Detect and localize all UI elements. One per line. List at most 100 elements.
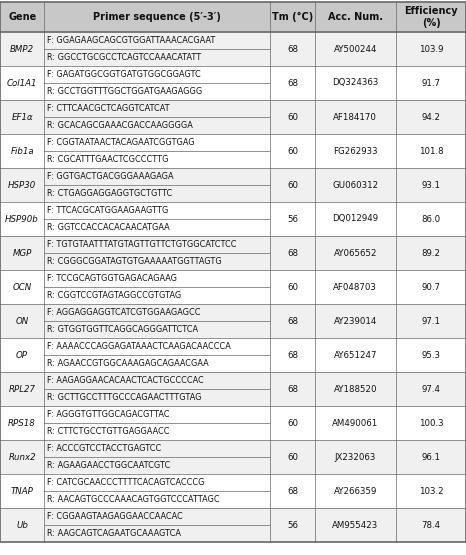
Text: Runx2: Runx2 [8, 452, 36, 462]
Text: 93.1: 93.1 [422, 180, 440, 189]
Text: Col1A1: Col1A1 [7, 78, 37, 88]
Text: 68: 68 [287, 351, 298, 360]
Text: F: TTCACGCATGGAAGAAGTTG: F: TTCACGCATGGAAGAAGTTG [47, 206, 169, 215]
Text: 60: 60 [287, 452, 298, 462]
Text: 91.7: 91.7 [422, 78, 440, 88]
Text: 78.4: 78.4 [421, 521, 441, 529]
Text: RPL27: RPL27 [9, 385, 35, 393]
Text: 86.0: 86.0 [421, 214, 441, 224]
Text: R: CGGTCCGTAGTAGGCCGTGTAG: R: CGGTCCGTAGTAGGCCGTGTAG [47, 291, 182, 300]
Text: 103.9: 103.9 [419, 44, 443, 53]
Text: 89.2: 89.2 [422, 249, 440, 258]
Text: R: GCCTGGTTTGGCTGGATGAAGAGGG: R: GCCTGGTTTGGCTGGATGAAGAGGG [47, 87, 203, 96]
Bar [0, 134, 466, 168]
Bar [0, 236, 466, 270]
Bar [0, 372, 466, 406]
Text: 68: 68 [287, 316, 298, 325]
Text: Efficiency
(%): Efficiency (%) [404, 6, 458, 28]
Text: 68: 68 [287, 487, 298, 496]
Text: 90.7: 90.7 [422, 282, 440, 291]
Text: AY651247: AY651247 [334, 351, 377, 360]
Bar [0, 508, 466, 542]
Text: Ub: Ub [16, 521, 28, 529]
Bar [0, 32, 466, 66]
Text: AY500244: AY500244 [334, 44, 377, 53]
Text: 100.3: 100.3 [419, 418, 443, 427]
Text: HSP30: HSP30 [8, 180, 36, 189]
Text: R: GCTTGCCTTTGCCCAGAACTTTGTAG: R: GCTTGCCTTTGCCCAGAACTTTGTAG [47, 393, 202, 402]
Text: AF048703: AF048703 [333, 282, 377, 291]
Text: BMP2: BMP2 [10, 44, 34, 53]
Text: 97.4: 97.4 [422, 385, 440, 393]
Bar [0, 100, 466, 134]
Text: 68: 68 [287, 385, 298, 393]
Text: 68: 68 [287, 44, 298, 53]
Text: R: CTGAGGAGGAGGTGCTGTTC: R: CTGAGGAGGAGGTGCTGTTC [47, 189, 172, 198]
Text: AY188520: AY188520 [334, 385, 377, 393]
Text: 60: 60 [287, 180, 298, 189]
Text: Fib1a: Fib1a [10, 147, 34, 155]
Text: 95.3: 95.3 [422, 351, 440, 360]
Text: 56: 56 [287, 521, 298, 529]
Text: F: TCCGCAGTGGTGAGACAGAAG: F: TCCGCAGTGGTGAGACAGAAG [47, 274, 177, 283]
Text: F: CTTCAACGCTCAGGTCATCAT: F: CTTCAACGCTCAGGTCATCAT [47, 104, 170, 113]
Text: F: CGGTAATAACTACAGAATCGGTGAG: F: CGGTAATAACTACAGAATCGGTGAG [47, 138, 195, 147]
Text: 96.1: 96.1 [422, 452, 440, 462]
Text: R: AGAACCGTGGCAAAGAGCAGAACGAA: R: AGAACCGTGGCAAAGAGCAGAACGAA [47, 359, 209, 368]
Text: R: GGCCTGCGCCTCAGTCCAAACATATT: R: GGCCTGCGCCTCAGTCCAAACATATT [47, 53, 201, 62]
Text: 68: 68 [287, 249, 298, 258]
Bar [0, 338, 466, 372]
Text: Gene: Gene [8, 12, 36, 22]
Bar [0, 440, 466, 474]
Text: F: AAGAGGAACACAACTCACTGCCCCAC: F: AAGAGGAACACAACTCACTGCCCCAC [47, 376, 204, 385]
Text: Acc. Num.: Acc. Num. [328, 12, 383, 22]
Text: OCN: OCN [13, 282, 32, 291]
Text: AM955423: AM955423 [332, 521, 378, 529]
Text: MGP: MGP [13, 249, 32, 258]
Bar [0, 474, 466, 508]
Text: Tm (°C): Tm (°C) [272, 12, 313, 22]
Text: 56: 56 [287, 214, 298, 224]
Text: 97.1: 97.1 [422, 316, 440, 325]
Text: AY239014: AY239014 [334, 316, 377, 325]
Text: 101.8: 101.8 [419, 147, 443, 155]
Text: F: GGAGAAGCAGCGTGGATTAAACACGAAT: F: GGAGAAGCAGCGTGGATTAAACACGAAT [47, 36, 216, 45]
Text: 60: 60 [287, 418, 298, 427]
Text: 60: 60 [287, 113, 298, 122]
Text: F: CATCGCAACCCTTTTCACAGTCACCCG: F: CATCGCAACCCTTTTCACAGTCACCCG [47, 478, 205, 487]
Text: RPS18: RPS18 [8, 418, 36, 427]
Text: 103.2: 103.2 [419, 487, 443, 496]
Text: F: AGGGTGTTGGCAGACGTTAC: F: AGGGTGTTGGCAGACGTTAC [47, 410, 170, 419]
Bar [0, 66, 466, 100]
Text: R: CTTCTGCCTGTTGAGGAACC: R: CTTCTGCCTGTTGAGGAACC [47, 427, 170, 436]
Bar [0, 304, 466, 338]
Text: R: GGTCCACCACACAACATGAA: R: GGTCCACCACACAACATGAA [47, 223, 170, 232]
Text: 60: 60 [287, 282, 298, 291]
Text: AY266359: AY266359 [334, 487, 377, 496]
Text: DQ324363: DQ324363 [332, 78, 378, 88]
Text: ON: ON [15, 316, 29, 325]
Text: F: GAGATGGCGGTGATGTGGCGGAGTC: F: GAGATGGCGGTGATGTGGCGGAGTC [47, 70, 201, 79]
Bar [0, 202, 466, 236]
Text: R: CGCATTTGAACTCGCCCTTG: R: CGCATTTGAACTCGCCCTTG [47, 155, 169, 164]
Text: R: GTGGTGGTTCAGGCAGGGATTCTCA: R: GTGGTGGTTCAGGCAGGGATTCTCA [47, 325, 198, 334]
Text: AF184170: AF184170 [333, 113, 377, 122]
Text: F: AGGAGGAGGTCATCGTGGAAGAGCC: F: AGGAGGAGGTCATCGTGGAAGAGCC [47, 308, 201, 317]
Text: 94.2: 94.2 [422, 113, 440, 122]
Text: OP: OP [16, 351, 28, 360]
Text: R: AACAGTGCCCAAACAGTGGTCCCATTAGC: R: AACAGTGCCCAAACAGTGGTCCCATTAGC [47, 495, 220, 504]
Text: GU060312: GU060312 [332, 180, 378, 189]
Text: FG262933: FG262933 [333, 147, 377, 155]
Text: R: CGGGCGGATAGTGTGAAAAATGGTTAGTG: R: CGGGCGGATAGTGTGAAAAATGGTTAGTG [47, 257, 222, 266]
Bar [0, 2, 466, 32]
Text: DQ012949: DQ012949 [332, 214, 378, 224]
Text: TNAP: TNAP [11, 487, 34, 496]
Bar [0, 270, 466, 304]
Text: 68: 68 [287, 78, 298, 88]
Bar [0, 168, 466, 202]
Text: F: TGTGTAATTTATGTAGTTGTTCTGTGGCATCTCC: F: TGTGTAATTTATGTAGTTGTTCTGTGGCATCTCC [47, 240, 237, 249]
Text: R: GCACAGCGAAACGACCAAGGGGA: R: GCACAGCGAAACGACCAAGGGGA [47, 121, 193, 130]
Text: 60: 60 [287, 147, 298, 155]
Text: R: AAGCAGTCAGAATGCAAAGTCA: R: AAGCAGTCAGAATGCAAAGTCA [47, 529, 181, 538]
Text: AY065652: AY065652 [334, 249, 377, 258]
